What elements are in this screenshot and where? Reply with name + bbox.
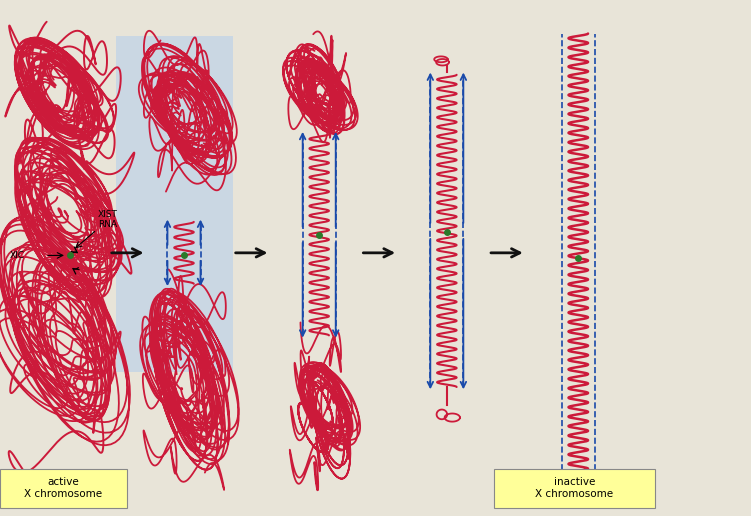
Text: XIST
RNA: XIST RNA: [98, 209, 117, 229]
FancyBboxPatch shape: [0, 469, 127, 508]
Text: XIC: XIC: [10, 251, 25, 260]
Text: inactive
X chromosome: inactive X chromosome: [535, 477, 614, 499]
FancyBboxPatch shape: [116, 36, 233, 372]
FancyBboxPatch shape: [494, 469, 655, 508]
Text: active
X chromosome: active X chromosome: [24, 477, 102, 499]
